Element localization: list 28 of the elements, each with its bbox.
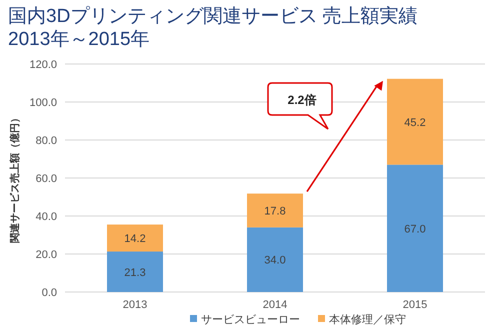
legend-label: 本体修理／保守 <box>329 313 406 326</box>
y-tick-label: 40.0 <box>36 211 57 223</box>
bar <box>247 194 303 228</box>
data-label: 67.0 <box>404 223 426 236</box>
x-tick-label: 2015 <box>402 299 428 311</box>
chart-title: 国内3Dプリンティング関連サービス 売上額実績 <box>8 5 418 27</box>
bar <box>107 224 163 252</box>
legend-label: サービスビューロー <box>201 314 300 326</box>
y-tick-label: 60.0 <box>36 173 57 185</box>
y-tick-label: 0.0 <box>42 287 57 299</box>
data-label: 45.2 <box>404 116 426 129</box>
y-axis-title: 関連サービス売上額（億円） <box>9 113 21 243</box>
bar <box>387 164 443 292</box>
data-label: 17.8 <box>264 205 286 218</box>
x-tick-label: 2014 <box>262 299 288 311</box>
y-tick-label: 100.0 <box>29 97 57 109</box>
chart-subtitle: 2013年～2015年 <box>8 29 150 50</box>
bar <box>247 227 303 292</box>
y-tick-label: 20.0 <box>36 249 57 261</box>
y-tick-label: 120.0 <box>29 59 57 71</box>
bar <box>107 252 163 292</box>
annotation: 2.2倍 <box>288 93 316 107</box>
data-label: 21.3 <box>124 266 146 279</box>
y-tick-label: 80.0 <box>36 135 57 147</box>
data-label: 34.0 <box>264 254 286 267</box>
bar <box>387 78 443 165</box>
data-label: 14.2 <box>124 233 146 246</box>
x-tick-label: 2013 <box>122 299 148 311</box>
